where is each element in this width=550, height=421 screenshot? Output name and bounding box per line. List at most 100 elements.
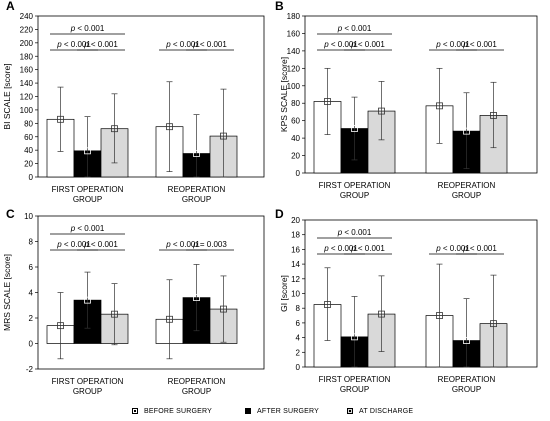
significance-label: p < 0.001 [337, 24, 372, 33]
y-tick-label: 80 [24, 119, 33, 128]
chart-panel-a: A 0 20 40 60 80 100 120 140 160 180 200 220 240 BI SCA… [2, 0, 265, 204]
mean-marker [57, 322, 64, 330]
y-tick-label: 18 [291, 231, 300, 240]
y-tick-label: 16 [291, 245, 300, 254]
y-tick-label: 200 [20, 39, 34, 48]
legend-item-at-discharge: AT DISCHARGE [347, 404, 413, 418]
y-tick-label: 160 [287, 29, 301, 38]
legend-item-after-surgery: AFTER SURGERY [245, 404, 319, 418]
significance-label: p < 0.001 [70, 24, 105, 33]
legend-item-before-surgery: BEFORE SURGERY [132, 404, 212, 418]
y-tick-label: 6 [296, 319, 301, 328]
y-tick-label: 20 [291, 152, 300, 161]
y-tick-label: 120 [287, 64, 301, 73]
significance-label: p < 0.001 [350, 40, 385, 49]
y-axis-label: GI [score] [279, 275, 289, 312]
significance-label: p < 0.001 [165, 40, 200, 49]
significance-label: p < 0.001 [83, 240, 118, 249]
category-label: REOPERATION [438, 181, 496, 190]
mean-marker [351, 125, 358, 132]
significance-label: p < 0.001 [462, 244, 497, 253]
y-tick-label: -2 [26, 365, 34, 374]
mean-marker [57, 115, 64, 123]
mean-marker [111, 125, 118, 133]
y-tick-label: 220 [20, 25, 34, 34]
significance-label: p < 0.001 [192, 40, 227, 49]
mean-marker [84, 296, 91, 304]
significance-label: p < 0.001 [350, 244, 385, 253]
y-tick-label: 40 [291, 134, 300, 143]
y-tick-label: 180 [287, 12, 301, 21]
y-tick-label: 160 [20, 66, 34, 75]
significance-label: p < 0.001 [56, 240, 91, 249]
y-tick-label: 140 [287, 47, 301, 56]
y-tick-label: 14 [291, 260, 300, 269]
category-label: FIRST OPERATION [319, 181, 391, 190]
y-axis-label: KPS SCALE [score] [279, 57, 289, 132]
category-label: GROUP [452, 191, 481, 200]
mean-marker [436, 312, 443, 319]
plot-frame [304, 15, 538, 174]
y-tick-label: 12 [291, 275, 300, 284]
significance-label: p < 0.001 [165, 240, 200, 249]
mean-marker [378, 310, 385, 318]
significance-label: p < 0.001 [435, 40, 470, 49]
mean-marker [220, 305, 227, 313]
y-tick-label: 0 [296, 363, 301, 372]
mean-marker [324, 98, 331, 105]
category-label: GROUP [340, 191, 369, 200]
mean-marker [220, 132, 227, 140]
legend-label-at-discharge: AT DISCHARGE [359, 407, 414, 415]
mean-marker [193, 150, 200, 157]
y-tick-label: 4 [29, 289, 34, 298]
mean-marker [463, 127, 470, 135]
y-tick-label: 60 [24, 133, 33, 142]
y-tick-label: 2 [29, 314, 34, 323]
legend-swatch-before-surgery [132, 408, 138, 414]
mean-marker [463, 337, 470, 344]
category-label: REOPERATION [168, 377, 226, 386]
category-label: GROUP [452, 385, 481, 394]
y-tick-label: 80 [291, 99, 300, 108]
y-tick-label: 2 [296, 348, 301, 357]
plot-frame [37, 215, 265, 370]
y-tick-label: 8 [296, 304, 301, 313]
y-tick-label: 0 [296, 169, 301, 178]
mean-marker [490, 112, 497, 119]
y-tick-label: 100 [20, 106, 34, 115]
y-tick-label: 6 [29, 263, 34, 272]
mean-marker [378, 107, 385, 115]
mean-marker [351, 333, 358, 341]
significance-label: p < 0.001 [435, 244, 470, 253]
mean-marker [490, 320, 497, 328]
chart-panel-d: D 0 2 4 6 8 10 12 14 16 18 20 GI [score] FIRST OPERAT… [275, 207, 538, 394]
panel-label: D [275, 207, 284, 221]
legend: BEFORE SURGERY AFTER SURGERY AT DISCHARG… [0, 404, 550, 418]
category-label: GROUP [182, 387, 211, 396]
y-tick-label: 0 [29, 340, 34, 349]
significance-label: p < 0.001 [83, 40, 118, 49]
category-label: GROUP [182, 195, 211, 204]
legend-swatch-at-discharge [347, 408, 353, 414]
category-label: REOPERATION [438, 375, 496, 384]
legend-swatch-after-surgery [245, 408, 251, 414]
mean-marker [166, 123, 173, 131]
y-tick-label: 120 [20, 93, 34, 102]
y-tick-label: 0 [29, 173, 34, 182]
category-label: REOPERATION [168, 185, 226, 194]
significance-label: p < 0.001 [70, 224, 105, 233]
y-axis-label: MRS SCALE [score] [2, 254, 12, 331]
significance-label: p < 0.001 [323, 40, 358, 49]
y-tick-label: 20 [24, 160, 33, 169]
y-tick-label: 10 [24, 212, 33, 221]
panel-label: A [6, 0, 15, 13]
y-tick-label: 100 [287, 82, 301, 91]
panel-label: C [6, 207, 15, 221]
category-label: FIRST OPERATION [52, 377, 124, 386]
significance-label: p = 0.003 [192, 240, 227, 249]
mean-marker [436, 102, 443, 110]
significance-label: p < 0.001 [56, 40, 91, 49]
panel-label: B [275, 0, 284, 13]
significance-label: p < 0.001 [323, 244, 358, 253]
